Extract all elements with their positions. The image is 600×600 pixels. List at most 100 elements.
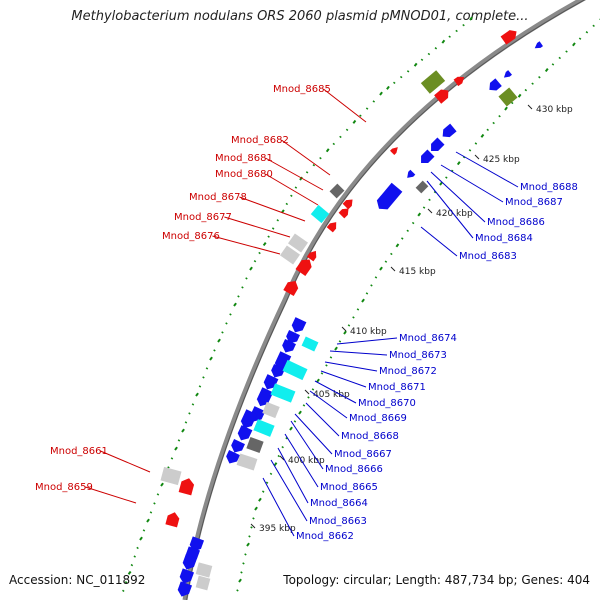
gc-dot-outer	[133, 555, 136, 558]
dark-feature	[246, 436, 264, 454]
gc-dot-outer	[174, 446, 178, 451]
reverse-gene-shape	[421, 149, 435, 163]
gene-label-reverse: Mnod_8669	[349, 413, 407, 424]
gc-dot-outer	[184, 421, 188, 424]
leader-line	[305, 402, 340, 437]
reverse-gene-shape	[442, 123, 457, 138]
gc-dot-outer	[142, 529, 146, 532]
gc-dot-inner	[428, 198, 431, 202]
reverse-gene	[274, 351, 292, 371]
gc-dot-inner	[311, 388, 315, 391]
reverse-gene	[271, 364, 285, 378]
gc-dot-outer	[427, 52, 431, 56]
leader-line	[224, 216, 291, 238]
gc-dot-inner	[289, 426, 293, 431]
gc-dot-outer	[221, 331, 224, 334]
gc-dot-inner	[585, 31, 589, 34]
gc-dot-inner	[329, 356, 333, 359]
reverse-gene	[240, 409, 258, 429]
olive-feature	[420, 70, 446, 94]
reverse-gene	[226, 450, 240, 464]
forward-gene	[326, 222, 337, 233]
reverse-gene-shape	[286, 330, 300, 344]
gc-dot-outer	[372, 100, 376, 103]
gc-dot-outer	[379, 91, 383, 96]
gc-dot-outer	[258, 251, 261, 255]
gc-dot-outer	[124, 581, 128, 584]
gc-dot-outer	[448, 35, 451, 38]
gc-dot-inner	[277, 454, 281, 458]
gene-features	[160, 30, 543, 597]
gene-label-reverse: Mnod_8666	[325, 464, 383, 475]
reverse-gene-shape	[282, 339, 296, 353]
forward-gene	[165, 512, 180, 528]
scale-tick-label: 430 kbp	[536, 105, 573, 115]
gene-label-reverse: Mnod_8663	[309, 516, 367, 527]
gc-dot-outer	[253, 260, 257, 263]
forward-gene	[390, 147, 398, 155]
gc-dot-inner	[492, 121, 495, 125]
reverse-gene-shape	[256, 387, 274, 407]
gene-label-reverse: Mnod_8668	[341, 431, 399, 442]
gc-dot-outer	[202, 376, 205, 379]
reverse-gene-shape	[226, 450, 240, 464]
gray-feature-shape	[280, 245, 300, 265]
forward-gene-shape	[500, 30, 517, 45]
gc-dot-inner	[244, 553, 247, 556]
forward-gene	[500, 30, 517, 45]
forward-gene	[342, 199, 353, 210]
gc-dot-inner	[307, 396, 310, 399]
gc-dot-inner	[347, 324, 351, 327]
gc-dot-inner	[551, 63, 555, 66]
gc-dot-inner	[238, 578, 242, 583]
gene-label-forward: Mnod_8682	[231, 135, 289, 146]
reverse-gene-shape	[182, 554, 198, 570]
scale-tick-label: 415 kbp	[399, 267, 436, 277]
forward-gene-shape	[283, 280, 299, 297]
backbone-arc	[182, 0, 587, 600]
gc-dot-outer	[156, 493, 160, 496]
reverse-gene	[282, 339, 296, 353]
gc-dot-inner	[258, 497, 262, 502]
accession-text: Accession: NC_011892	[9, 573, 146, 587]
gc-dot-outer	[406, 70, 410, 73]
gc-dot-outer	[160, 482, 164, 487]
gc-dot-inner	[406, 229, 409, 232]
gene-label-reverse: Mnod_8667	[334, 449, 392, 460]
gc-dot-inner	[293, 420, 297, 423]
gc-dot-inner	[510, 101, 514, 105]
gc-dot-outer	[233, 302, 237, 307]
gc-dot-outer	[462, 23, 465, 27]
gc-dot-outer	[271, 227, 275, 230]
gray-feature	[195, 575, 211, 591]
gene-label-forward: Mnod_8681	[215, 153, 273, 164]
gc-dot-inner	[417, 212, 422, 217]
gc-dot-inner	[365, 292, 369, 295]
scale-tick-mark	[527, 104, 533, 110]
gene-label-forward: Mnod_8680	[215, 169, 273, 180]
gene-label-reverse: Mnod_8664	[310, 498, 368, 509]
gc-dot-inner	[411, 221, 415, 225]
dark-feature-shape	[329, 183, 345, 199]
gc-dot-inner	[456, 161, 461, 166]
gc-dot-inner	[298, 410, 302, 415]
gc-dot-outer	[469, 16, 473, 21]
reverse-gene-shape	[271, 364, 285, 378]
leader-line	[426, 180, 474, 239]
leader-line	[430, 171, 486, 223]
gc-dot-inner	[281, 445, 284, 449]
gc-dot-inner	[439, 181, 443, 186]
gc-dot-outer	[305, 171, 309, 174]
dark-feature-shape	[415, 180, 429, 194]
leader-line	[100, 450, 151, 473]
leader-line	[262, 477, 295, 537]
forward-gene-shape	[165, 512, 180, 528]
forward-gene-shape	[338, 208, 349, 219]
dark-feature-shape	[246, 436, 264, 454]
gene-label-reverse: Mnod_8686	[487, 217, 545, 228]
reverse-gene	[534, 41, 543, 49]
gc-dot-inner	[302, 404, 306, 407]
leader-line	[277, 447, 309, 504]
forward-gene	[338, 208, 349, 219]
reverse-gene	[177, 581, 193, 597]
